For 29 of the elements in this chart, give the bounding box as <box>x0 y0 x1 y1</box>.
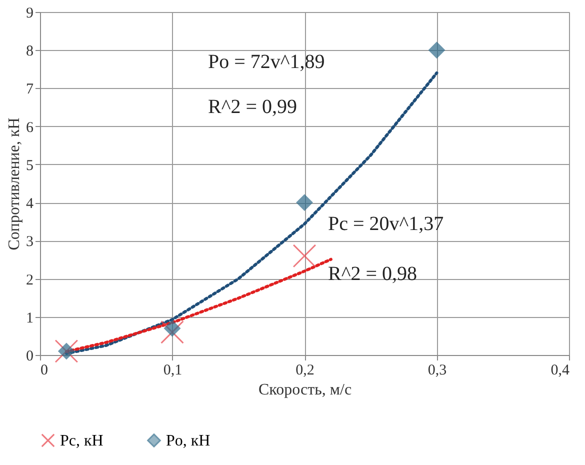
y-tick-label: 9 <box>26 6 34 22</box>
x-tick-label: 0,4 <box>550 362 570 378</box>
x-tick-label: 0,3 <box>428 362 447 378</box>
point <box>160 320 184 344</box>
y-tick-label: 8 <box>26 44 34 60</box>
annotation: R^2 = 0,98 <box>328 263 418 285</box>
y-tick-label: 0 <box>26 348 34 364</box>
y-tick-label: 6 <box>26 120 34 136</box>
x-tick-label: 0 <box>40 362 48 378</box>
legend-label: Pс, кН <box>60 432 104 450</box>
y-tick-label: 3 <box>26 234 34 250</box>
x-tick-label: 0,1 <box>163 362 182 378</box>
y-tick-label: 4 <box>26 196 34 212</box>
point <box>296 194 313 211</box>
point <box>164 320 180 336</box>
x-axis-title: Скорость, м/с <box>258 382 352 398</box>
legend-label: Pо, кН <box>166 432 211 450</box>
y-tick-label: 2 <box>26 272 34 288</box>
y-tick-label: 1 <box>26 310 34 326</box>
point <box>428 42 445 58</box>
point <box>292 244 316 268</box>
y-tick-label: 5 <box>26 158 34 174</box>
x-tick-label: 0,2 <box>296 362 314 378</box>
annotation: R^2 = 0,99 <box>208 96 298 118</box>
point <box>58 343 75 360</box>
annotation: Pс = 20v^1,37 <box>328 213 444 235</box>
y-tick-label: 7 <box>26 82 34 98</box>
annotation: Pо = 72v^1,89 <box>208 51 325 73</box>
y-axis-title: Сопротивление, кН <box>6 117 23 250</box>
